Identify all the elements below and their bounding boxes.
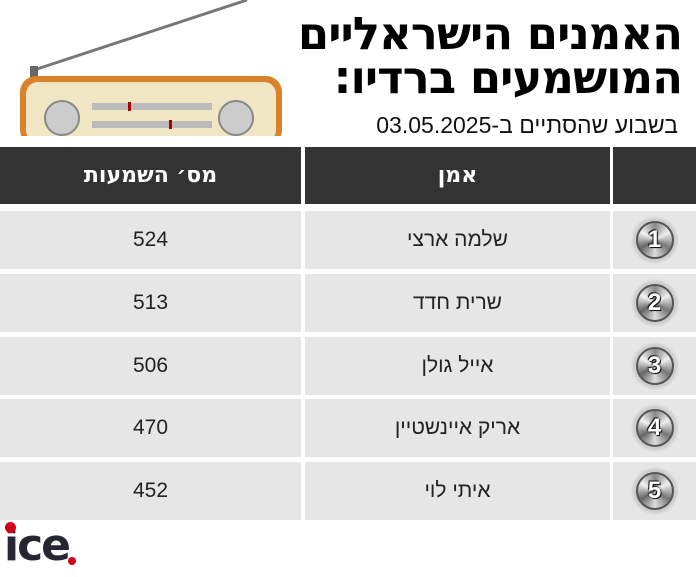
chrome-medal-icon: 4: [630, 404, 679, 452]
plays-cell: 452: [0, 462, 301, 520]
artist-cell: שלמה ארצי: [305, 211, 610, 269]
rank-cell: 5: [613, 462, 696, 520]
rank-number: 3: [635, 347, 674, 385]
plays-cell: 524: [0, 211, 301, 269]
title-line-2: המושמעים ברדיו:: [333, 51, 683, 104]
column-header-plays: מס׳ השמעות: [0, 147, 301, 204]
table-row: 5 איתי לוי 452: [0, 462, 696, 520]
artist-cell: אייל גולן: [305, 337, 610, 395]
rank-cell: 3: [613, 337, 696, 395]
plays-cell: 470: [0, 399, 301, 457]
subtitle: בשבוע שהסתיים ב-03.05.2025: [376, 112, 678, 138]
artist-cell: שרית חדד: [305, 274, 610, 332]
title-line-1: האמנים הישראליים: [297, 7, 683, 60]
plays-cell: 506: [0, 337, 301, 395]
rank-cell: 1: [613, 211, 696, 269]
table-row: 2 שרית חדד 513: [0, 274, 696, 332]
artist-cell: איתי לוי: [305, 462, 610, 520]
retro-radio-icon: [20, 0, 282, 136]
page-title: האמנים הישראליים המושמעים ברדיו:: [297, 7, 683, 104]
rank-number: 4: [635, 409, 674, 447]
rank-cell: 2: [613, 274, 696, 332]
chrome-medal-icon: 5: [630, 467, 679, 515]
chrome-medal-icon: 2: [630, 279, 679, 327]
table-row: 4 אריק איינשטיין 470: [0, 399, 696, 457]
chrome-medal-icon: 3: [630, 342, 679, 390]
rank-number: 2: [635, 284, 674, 322]
chrome-medal-icon: 1: [630, 216, 679, 264]
artist-cell: אריק איינשטיין: [305, 399, 610, 457]
rank-cell: 4: [613, 399, 696, 457]
ice-logo: ice: [4, 520, 76, 571]
rank-number: 1: [635, 221, 674, 259]
table-row: 1 שלמה ארצי 524: [0, 211, 696, 269]
table-row: 3 אייל גולן 506: [0, 337, 696, 395]
column-header-artist: אמן: [305, 147, 610, 204]
rank-number: 5: [635, 472, 674, 510]
column-header-rank: [613, 147, 696, 204]
plays-cell: 513: [0, 274, 301, 332]
